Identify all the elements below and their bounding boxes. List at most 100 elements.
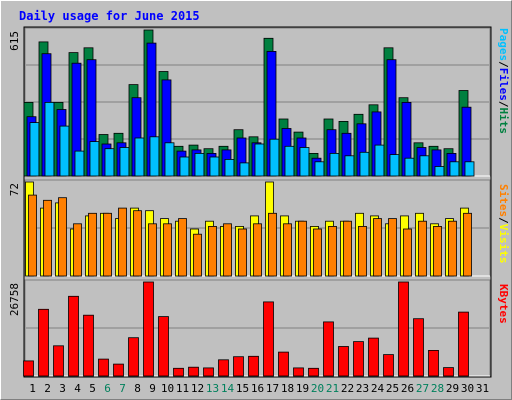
day-label-27: 27 xyxy=(416,382,429,395)
legend-separator: / xyxy=(497,101,510,108)
sites-bar-day-28 xyxy=(433,225,442,277)
day-label-24: 24 xyxy=(371,382,385,395)
day-label-26: 26 xyxy=(401,382,414,395)
kbytes-bar-day-17 xyxy=(263,301,274,377)
legend-visits: Visits xyxy=(497,224,510,264)
sites-bar-day-5 xyxy=(88,212,97,277)
day-label-20: 20 xyxy=(311,382,324,395)
kbytes-bar-day-18 xyxy=(278,351,289,377)
pages-bar-day-28 xyxy=(434,166,445,177)
sites-bar-day-15 xyxy=(238,228,247,277)
kbytes-bar-day-11 xyxy=(173,367,184,377)
sites-bar-day-7 xyxy=(118,207,127,277)
sites-bar-day-16 xyxy=(253,223,262,277)
pages-bar-day-24 xyxy=(374,144,385,177)
pages-bar-day-3 xyxy=(59,125,70,177)
kbytes-bar-day-28 xyxy=(428,349,439,377)
day-label-2: 2 xyxy=(44,382,51,395)
sites-bar-day-21 xyxy=(328,225,337,277)
sites-bar-day-8 xyxy=(133,210,142,277)
hits-panel-legend: Pages/Files/Hits xyxy=(497,28,510,134)
kbytes-bar-day-27 xyxy=(413,318,424,377)
day-label-22: 22 xyxy=(341,382,354,395)
sites-bar-day-3 xyxy=(58,197,67,277)
sites-bar-day-12 xyxy=(193,233,202,277)
kbytes-panel-max-label: 26758 xyxy=(8,283,21,316)
kbytes-bar-day-14 xyxy=(218,359,229,377)
kbytes-bar-day-2 xyxy=(38,308,49,377)
day-label-3: 3 xyxy=(59,382,66,395)
pages-bar-day-27 xyxy=(419,155,430,177)
sites-bar-day-22 xyxy=(343,220,352,277)
pages-bar-day-19 xyxy=(299,147,310,177)
pages-bar-day-13 xyxy=(209,156,220,177)
kbytes-bar-day-8 xyxy=(128,337,139,377)
pages-bar-day-21 xyxy=(329,152,340,177)
kbytes-bar-day-4 xyxy=(68,295,79,377)
kbytes-bar-day-21 xyxy=(323,321,334,377)
legend-separator: / xyxy=(497,217,510,224)
kbytes-bar-day-3 xyxy=(53,345,64,377)
pages-bar-day-12 xyxy=(194,152,205,177)
pages-bar-day-16 xyxy=(254,143,265,177)
kbytes-bar-day-1 xyxy=(23,360,34,377)
pages-bar-day-17 xyxy=(269,138,280,177)
day-label-18: 18 xyxy=(281,382,294,395)
legend-kbytes: KBytes xyxy=(497,284,510,324)
kbytes-bar-day-29 xyxy=(443,367,454,377)
day-label-5: 5 xyxy=(89,382,96,395)
kbytes-bar-day-25 xyxy=(383,354,394,377)
hits-panel-max-label: 615 xyxy=(8,31,21,51)
kbytes-bar-day-16 xyxy=(248,355,259,377)
sites-bar-day-26 xyxy=(403,228,412,277)
day-label-29: 29 xyxy=(446,382,459,395)
kbytes-bar-day-20 xyxy=(308,367,319,377)
kbytes-bar-day-15 xyxy=(233,356,244,377)
sites-bar-day-10 xyxy=(163,223,172,277)
kbytes-bar-day-12 xyxy=(188,366,199,377)
sites-bar-day-17 xyxy=(268,212,277,277)
day-label-8: 8 xyxy=(134,382,141,395)
day-label-9: 9 xyxy=(149,382,156,395)
day-label-11: 11 xyxy=(176,382,189,395)
sites-bar-day-2 xyxy=(43,199,52,277)
day-label-25: 25 xyxy=(386,382,399,395)
legend-hits: Hits xyxy=(497,108,510,135)
sites-bar-day-29 xyxy=(448,220,457,277)
legend-files: Files xyxy=(497,68,510,101)
sites-bar-day-11 xyxy=(178,218,187,277)
kbytes-bar-day-5 xyxy=(83,314,94,377)
pages-bar-day-29 xyxy=(449,161,460,177)
pages-bar-day-20 xyxy=(314,161,325,177)
kbytes-bar-day-23 xyxy=(353,341,364,377)
day-label-14: 14 xyxy=(221,382,235,395)
day-label-30: 30 xyxy=(461,382,474,395)
visits-panel-legend: Sites/Visits xyxy=(497,184,510,264)
pages-bar-day-25 xyxy=(389,154,400,177)
kbytes-bar-day-30 xyxy=(458,311,469,377)
day-label-31: 31 xyxy=(476,382,489,395)
day-label-17: 17 xyxy=(266,382,279,395)
kbytes-bar-day-6 xyxy=(98,358,109,377)
sites-bar-day-4 xyxy=(73,223,82,277)
pages-bar-day-5 xyxy=(89,141,100,177)
day-label-21: 21 xyxy=(326,382,339,395)
day-label-6: 6 xyxy=(104,382,111,395)
pages-bar-day-4 xyxy=(74,150,85,177)
sites-bar-day-19 xyxy=(298,220,307,277)
day-label-12: 12 xyxy=(191,382,204,395)
legend-pages: Pages xyxy=(497,28,510,61)
pages-bar-day-7 xyxy=(119,147,130,177)
pages-bar-day-1 xyxy=(29,122,40,177)
sites-bar-day-27 xyxy=(418,220,427,277)
day-label-23: 23 xyxy=(356,382,369,395)
day-label-10: 10 xyxy=(161,382,174,395)
pages-bar-day-26 xyxy=(404,157,415,177)
kbytes-bar-day-26 xyxy=(398,281,409,377)
pages-bar-day-23 xyxy=(359,151,370,177)
pages-bar-day-14 xyxy=(224,158,235,177)
x-axis-day-labels: 1 2 3 4 5 6 7 8 9 10 11 12 13 14 15 16 17 18 19 20 21 22 23 24 2… xyxy=(29,382,489,395)
legend-separator: / xyxy=(497,61,510,68)
sites-bar-day-25 xyxy=(388,218,397,277)
sites-bar-day-20 xyxy=(313,228,322,277)
